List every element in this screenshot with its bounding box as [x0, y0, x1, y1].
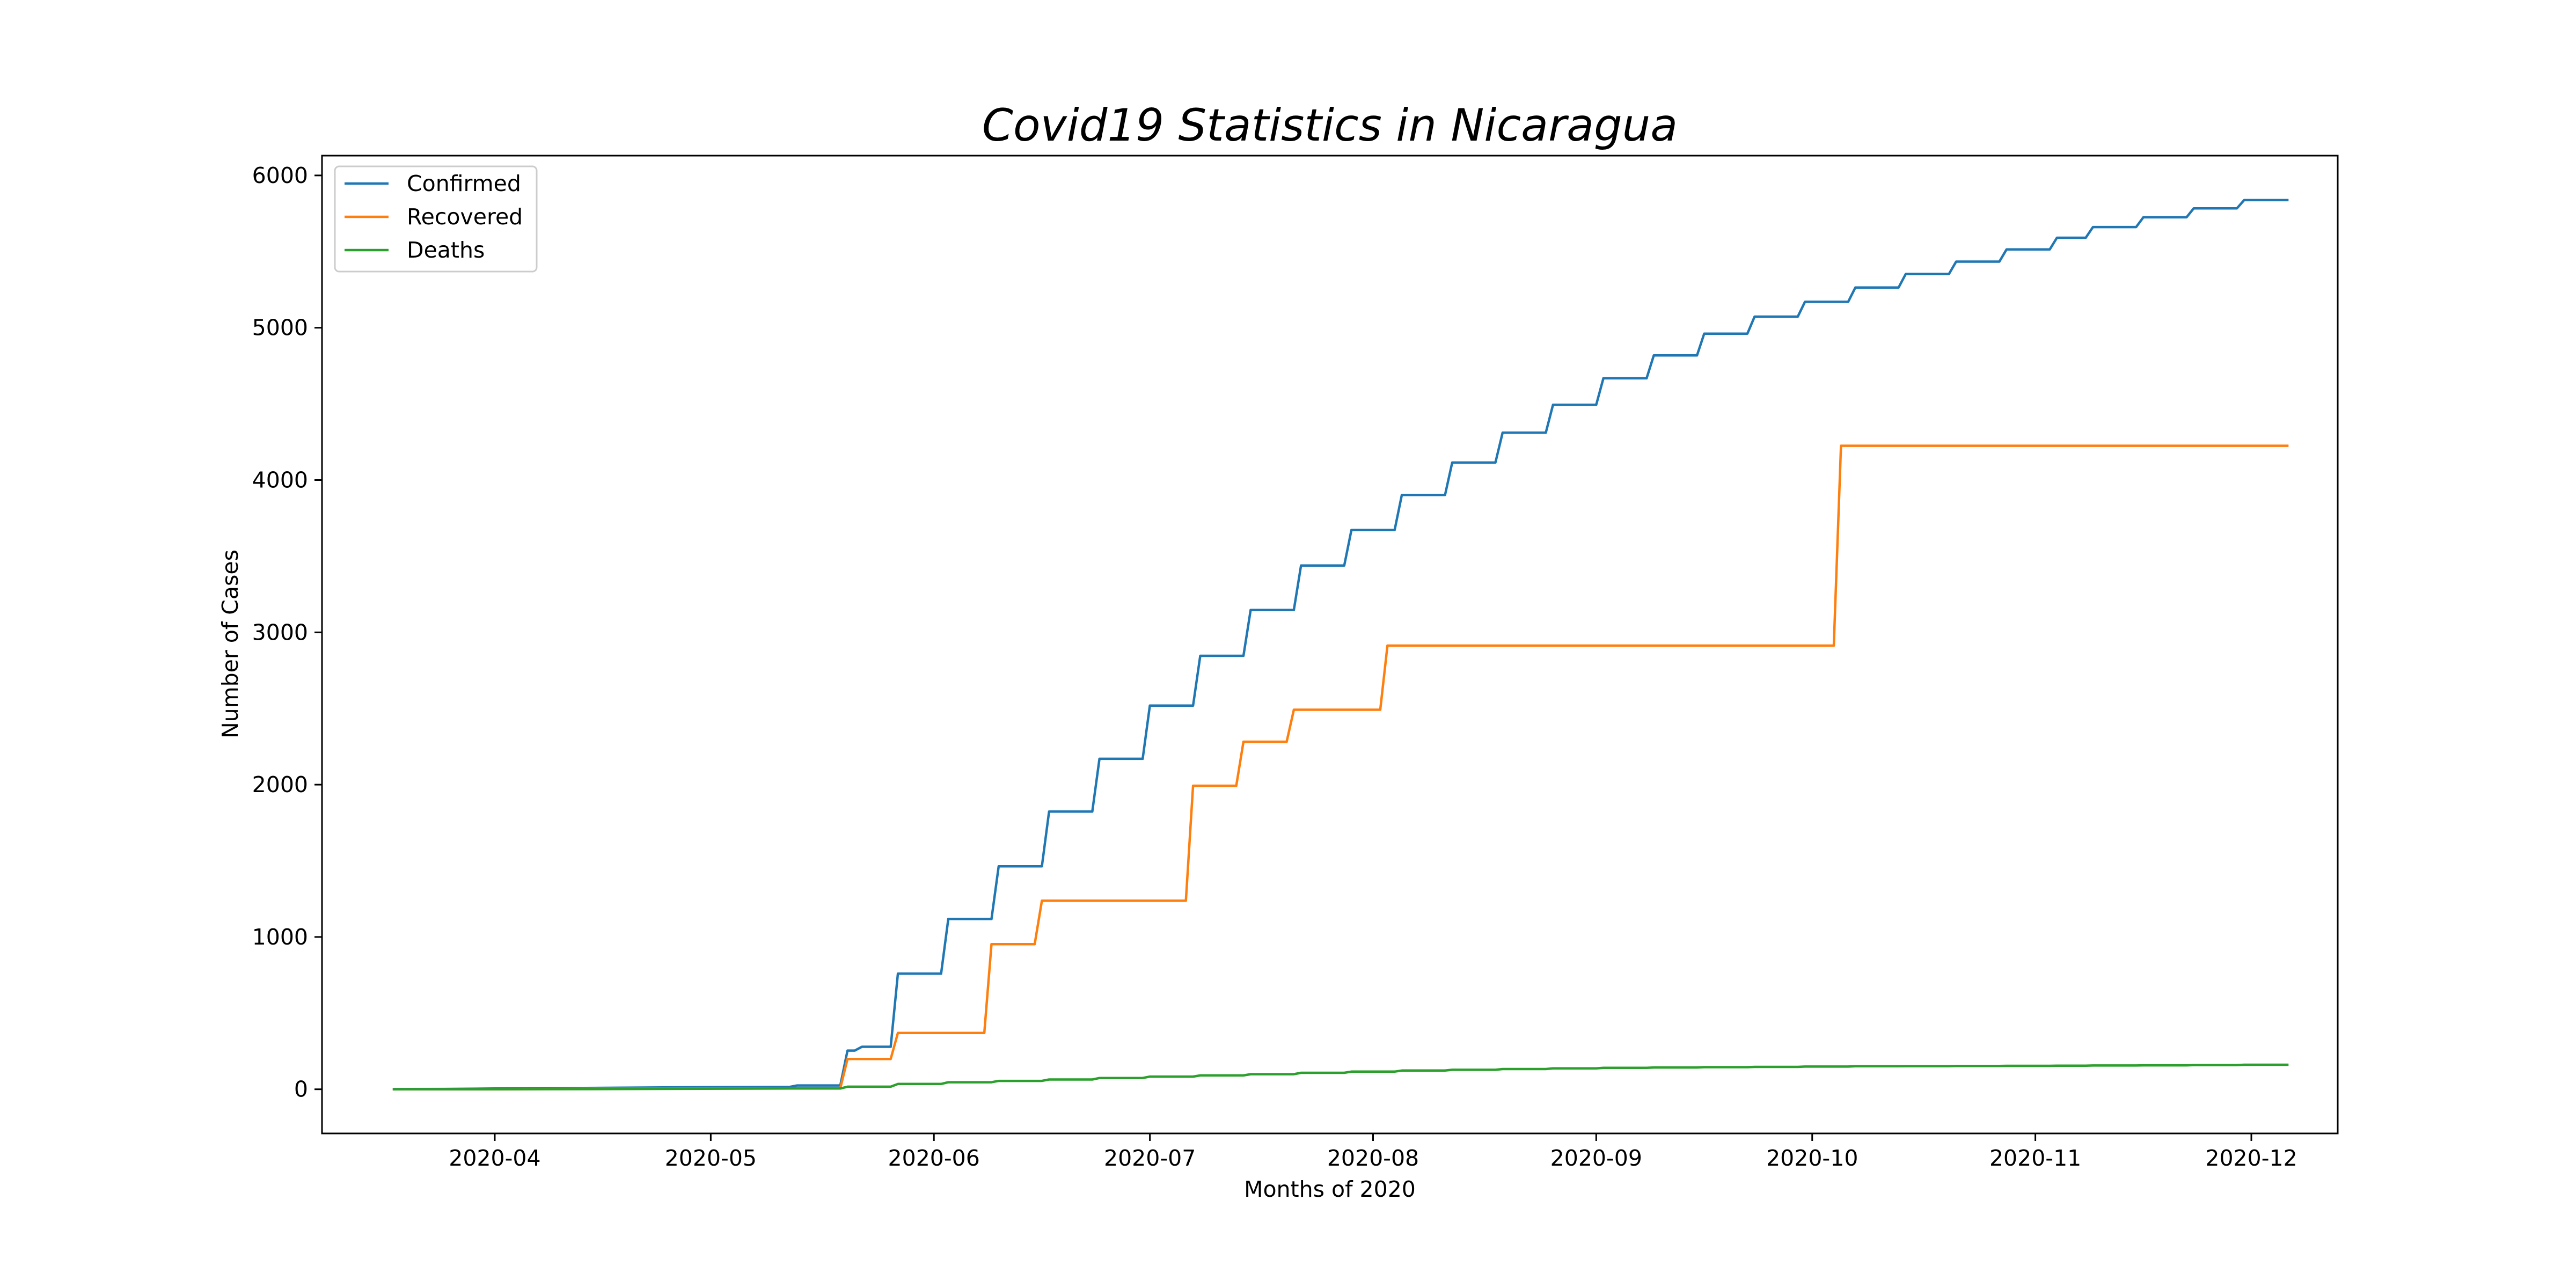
series-line-recovered: [392, 444, 2289, 1091]
x-tick-label: 2020-08: [1327, 1145, 1419, 1171]
legend-items: Confirmed Recovered Deaths: [345, 171, 523, 263]
y-tick-label: 3000: [252, 619, 308, 645]
legend-box: [334, 165, 538, 273]
y-tick-label: 5000: [252, 315, 308, 341]
series-group: [392, 199, 2289, 1091]
series-line-confirmed: [392, 199, 2289, 1091]
legend-label-deaths: Deaths: [407, 237, 485, 263]
legend: Confirmed Recovered Deaths: [334, 165, 538, 273]
y-tick-label: 0: [294, 1077, 308, 1102]
x-tick-label: 2020-10: [1766, 1145, 1858, 1171]
x-tick-label: 2020-12: [2205, 1145, 2297, 1171]
x-tick-label: 2020-11: [1989, 1145, 2081, 1171]
y-tick-label: 2000: [252, 772, 308, 797]
x-tick-label: 2020-07: [1104, 1145, 1196, 1171]
y-axis: 0 1000 2000 3000 4000 5000 6000: [252, 163, 322, 1102]
x-axis: 2020-04 2020-05 2020-06 2020-07 2020-08 2020-…: [449, 1133, 2297, 1171]
x-tick-label: 2020-05: [665, 1145, 757, 1171]
x-tick-label: 2020-06: [888, 1145, 980, 1171]
legend-label-confirmed: Confirmed: [407, 171, 521, 196]
plot-frame: [321, 155, 2339, 1135]
legend-label-recovered: Recovered: [407, 204, 523, 230]
y-axis-label: Number of Cases: [217, 550, 243, 738]
x-axis-label: Months of 2020: [1244, 1176, 1416, 1202]
x-tick-label: 2020-09: [1550, 1145, 1642, 1171]
series-line-deaths: [392, 1063, 2289, 1091]
chart-title: Covid19 Statistics in Nicaragua: [982, 99, 1678, 151]
x-tick-label: 2020-04: [449, 1145, 540, 1171]
y-tick-label: 1000: [252, 924, 308, 950]
y-tick-label: 6000: [252, 163, 308, 188]
y-tick-label: 4000: [252, 467, 308, 493]
